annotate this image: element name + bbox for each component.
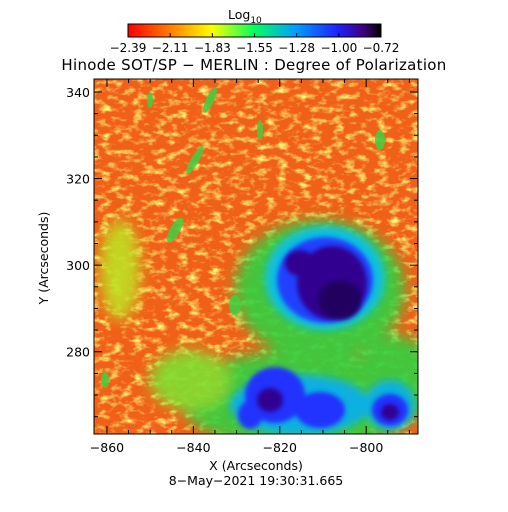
y-tick-label: 300 [66,258,90,273]
colorbar-label: Log10 [228,7,262,26]
timestamp: 8−May−2021 19:30:31.665 [169,473,344,488]
colorbar-tick-label: −2.11 [152,41,189,55]
colorbar-tick-label: −1.00 [320,41,357,55]
colorbar-tick-label: −0.72 [363,41,400,55]
colorbar-tick-label: −1.28 [278,41,315,55]
colorbar-tick-label: −1.55 [236,41,273,55]
plot-frame [93,78,419,435]
colorbar-ticks: −2.39 −2.11 −1.83 −1.55 −1.28 −1.00 −0.72 [110,33,400,55]
y-tick-label: 320 [66,172,90,187]
y-tick-label: 340 [66,85,90,100]
x-tick-label: −800 [349,440,383,455]
polarization-map [94,79,418,434]
x-tick-label: −820 [263,440,297,455]
colorbar-tick-label: −2.39 [110,41,147,55]
colorbar: Log10 −2.39 −2.11 −1.83 −1.55 −1.28 −1.00 −0.7… [110,7,400,55]
colorbar-tick-label: −1.83 [194,41,231,55]
x-tick-label: −840 [176,440,210,455]
x-axis-label: X (Arcseconds) [209,458,303,473]
y-tick-label: 280 [66,345,90,360]
y-axis-label: Y (Arcseconds) [36,212,51,306]
x-tick-label: −860 [90,440,124,455]
y-axis: 280 300 320 340 [66,85,418,418]
colorbar-gradient [128,24,381,37]
x-axis: −860 −840 −820 −800 [90,79,410,455]
plot-title: Hinode SOT/SP − MERLIN : Degree of Polar… [61,56,446,74]
